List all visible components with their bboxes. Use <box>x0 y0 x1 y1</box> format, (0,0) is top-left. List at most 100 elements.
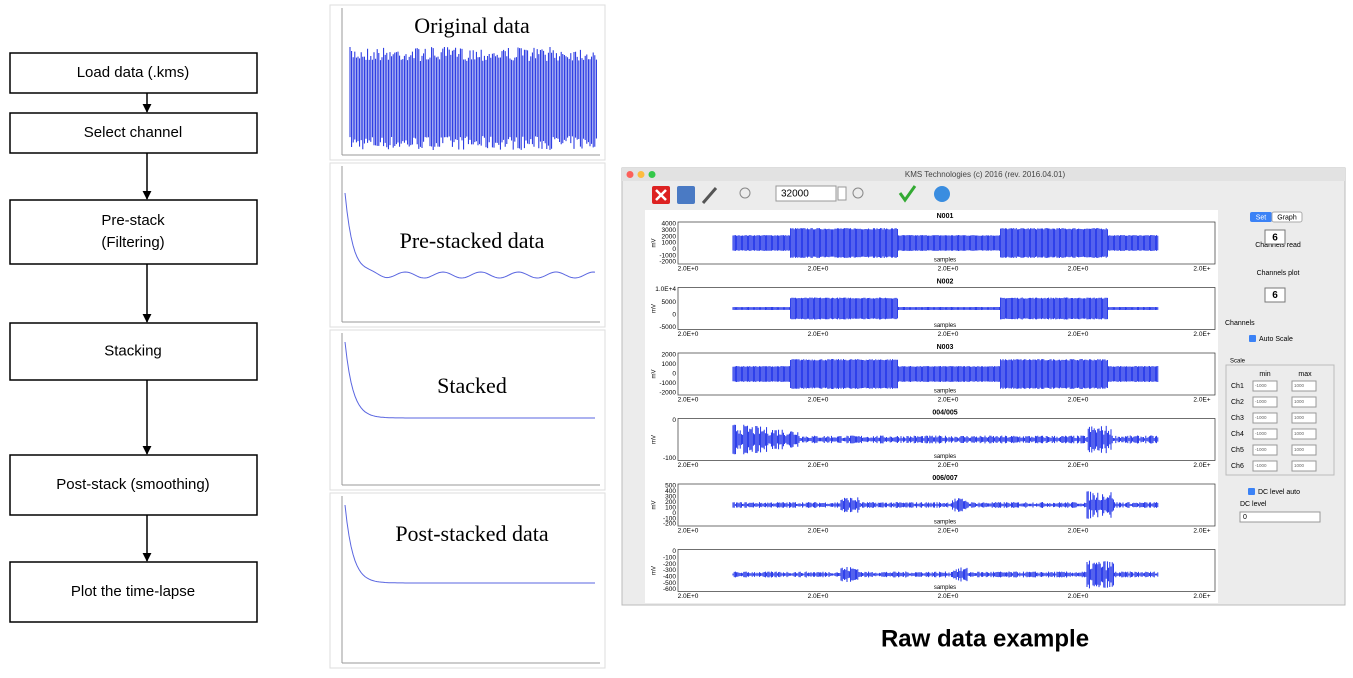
panel-title: 006/007 <box>932 475 957 482</box>
plot-label: Pre-stacked data <box>400 228 545 253</box>
min-value: -1000 <box>1255 431 1267 436</box>
x-tick-label: 2.0E+0 <box>1068 266 1089 273</box>
y-tick-label: -1000 <box>659 380 676 387</box>
checkbox[interactable] <box>1249 335 1256 342</box>
checkbox-label: Auto Scale <box>1259 336 1293 343</box>
page: {"flowchart": {"steps": [["Load data (.k… <box>0 0 1353 673</box>
y-tick-label: -2000 <box>659 259 676 266</box>
section-label: Channels <box>1225 320 1255 327</box>
x-tick-label: 2.0E+0 <box>938 397 959 404</box>
x-tick-label: 2.0E+0 <box>678 462 699 469</box>
plot-label: Original data <box>414 13 530 38</box>
y-tick-label: 0 <box>672 312 676 319</box>
panel-y-label: mV <box>652 304 658 313</box>
field-label: DC level <box>1240 501 1267 508</box>
flow-step-label: Plot the time-lapse <box>71 583 195 600</box>
column-label: max <box>1298 371 1312 378</box>
save-button[interactable] <box>677 186 695 204</box>
dc-value: 0 <box>1243 514 1247 521</box>
row-label: Ch5 <box>1231 447 1244 454</box>
spin-value: 6 <box>1272 290 1278 301</box>
min-value: -1000 <box>1255 383 1267 388</box>
x-tick-label: 2.0E+0 <box>938 266 959 273</box>
x-tick-label: 2.0E+0 <box>1068 331 1089 338</box>
y-tick-label: 0 <box>672 371 676 378</box>
checkbox[interactable] <box>1248 488 1255 495</box>
tab-label: Graph <box>1277 214 1297 221</box>
flow-step-label: (Filtering) <box>101 234 164 251</box>
x-axis-label: samples <box>934 389 956 395</box>
plot-area <box>645 210 1218 603</box>
flow-step-label: Select channel <box>84 124 182 141</box>
x-tick-label: 2.0E+0 <box>678 331 699 338</box>
zoom-dot[interactable] <box>649 171 656 178</box>
column-label: min <box>1259 371 1270 378</box>
row-label: Ch1 <box>1231 383 1244 390</box>
x-tick-label: 2.0E+0 <box>808 462 829 469</box>
window-title: KMS Technologies (c) 2016 (rev. 2016.04.… <box>905 170 1066 179</box>
x-tick-label: 2.0E+0 <box>938 462 959 469</box>
max-value: 1000 <box>1294 431 1305 436</box>
x-tick-label: 2.0E+0 <box>938 331 959 338</box>
x-tick-label: 2.0E+0 <box>1068 462 1089 469</box>
zoom-value: 32000 <box>781 189 809 200</box>
x-tick-label: 2.0E+0 <box>808 397 829 404</box>
flow-step-label: Stacking <box>104 342 162 359</box>
flow-step <box>10 200 257 264</box>
plot-panel <box>330 330 605 490</box>
y-tick-label: 1.0E+4 <box>655 286 676 293</box>
section-label: Scale <box>1230 359 1246 365</box>
x-axis-label: samples <box>934 454 956 460</box>
x-tick-label: 2.0E+0 <box>808 593 829 600</box>
x-tick-label: 2.0E+0 <box>678 593 699 600</box>
min-value: -1000 <box>1255 399 1267 404</box>
y-tick-label: -5000 <box>659 324 676 331</box>
panel-y-label: mV <box>652 370 658 379</box>
row-label: Ch4 <box>1231 431 1244 438</box>
min-value: -1000 <box>1255 463 1267 468</box>
spin-value: 6 <box>1272 233 1278 244</box>
x-tick-label: 2.0E+0 <box>808 528 829 535</box>
y-tick-label: 2000 <box>662 352 677 359</box>
x-tick-label: 2.0E+ <box>1193 462 1210 469</box>
x-axis-label: samples <box>934 585 956 591</box>
y-tick-label: -200 <box>663 521 676 528</box>
field-label: Channels plot <box>1257 270 1300 277</box>
panel-y-label: mV <box>652 501 658 510</box>
tab-label: Set <box>1256 214 1267 221</box>
y-tick-label: 1000 <box>662 361 677 368</box>
figure: KMS Technologies (c) 2016 (rev. 2016.04.… <box>0 0 1353 673</box>
y-tick-label: -2000 <box>659 390 676 397</box>
x-tick-label: 2.0E+ <box>1193 593 1210 600</box>
min-value: -1000 <box>1255 447 1267 452</box>
y-tick-label: -100 <box>663 455 676 462</box>
y-tick-label: -600 <box>663 586 676 593</box>
y-tick-label: 5000 <box>662 299 677 306</box>
plot-label: Stacked <box>437 373 507 398</box>
zoom-stepper[interactable] <box>838 187 846 200</box>
gear-button[interactable] <box>934 186 950 202</box>
max-value: 1000 <box>1294 447 1305 452</box>
plot-label: Post-stacked data <box>395 521 549 546</box>
x-tick-label: 2.0E+0 <box>1068 593 1089 600</box>
dc-field[interactable] <box>1240 512 1320 522</box>
row-label: Ch3 <box>1231 415 1244 422</box>
x-tick-label: 2.0E+0 <box>938 528 959 535</box>
x-tick-label: 2.0E+ <box>1193 266 1210 273</box>
max-value: 1000 <box>1294 399 1305 404</box>
flow-step-label: Load data (.kms) <box>77 64 190 81</box>
x-axis-label: samples <box>934 258 956 264</box>
minimize-dot[interactable] <box>638 171 645 178</box>
checkbox-label: DC level auto <box>1258 489 1300 496</box>
max-value: 1000 <box>1294 383 1305 388</box>
x-tick-label: 2.0E+0 <box>808 266 829 273</box>
x-axis-label: samples <box>934 520 956 526</box>
close-dot[interactable] <box>627 171 634 178</box>
signal-trace <box>350 47 596 150</box>
x-tick-label: 2.0E+0 <box>808 331 829 338</box>
x-tick-label: 2.0E+0 <box>1068 397 1089 404</box>
x-tick-label: 2.0E+0 <box>678 397 699 404</box>
x-axis-label: samples <box>934 323 956 329</box>
panel-title: N003 <box>937 344 954 351</box>
row-label: Ch6 <box>1231 463 1244 470</box>
